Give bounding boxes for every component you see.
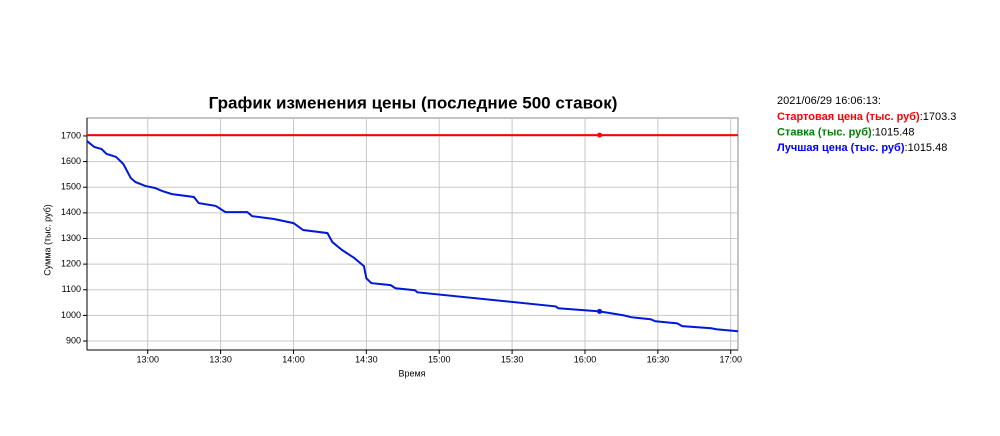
x-tick-label: 13:00: [136, 354, 159, 364]
plot-area: [86, 117, 739, 351]
info-value: 1703.3: [923, 111, 957, 123]
y-tick-label: 1500: [61, 182, 81, 192]
info-separator: :: [905, 142, 908, 154]
x-tick-label: 15:30: [501, 354, 524, 364]
y-tick-label: 1700: [61, 130, 81, 140]
line-series: [86, 140, 739, 333]
point-marker: [597, 132, 603, 138]
info-label: Лучшая цена (тыс. руб): [777, 142, 905, 154]
info-timestamp: 2021/06/29 16:06:13:: [777, 95, 881, 107]
y-tick-label: 1300: [61, 233, 81, 243]
y-tick-label: 1400: [61, 207, 81, 217]
x-tick-label: 15:00: [428, 354, 451, 364]
x-tick-label: 16:00: [574, 354, 597, 364]
y-tick-label: 1100: [62, 284, 81, 294]
info-row: Лучшая цена (тыс. руб):1015.48: [777, 142, 947, 154]
info-label: Ставка (тыс. руб): [777, 126, 872, 138]
x-tick-label: 13:30: [209, 354, 232, 364]
x-tick-label: 14:30: [355, 354, 378, 364]
info-value: 1015.48: [875, 126, 915, 138]
info-row: Стартовая цена (тыс. руб):1703.3: [777, 111, 956, 123]
x-axis-label: Время: [398, 368, 425, 378]
y-tick-label: 900: [66, 335, 81, 345]
x-tick-label: 17:00: [719, 354, 742, 364]
x-tick-label: 16:30: [647, 354, 670, 364]
y-tick-label: 1000: [61, 310, 81, 320]
point-marker: [597, 308, 603, 314]
y-axis-label: Сумма (тыс. руб): [42, 204, 52, 276]
info-separator: :: [872, 126, 875, 138]
info-row: Ставка (тыс. руб):1015.48: [777, 126, 915, 138]
y-tick-label: 1200: [61, 258, 81, 268]
x-tick-label: 14:00: [282, 354, 305, 364]
info-label: Стартовая цена (тыс. руб): [777, 111, 920, 123]
info-separator: :: [920, 111, 923, 123]
info-value: 1015.48: [908, 142, 948, 154]
y-tick-label: 1600: [61, 156, 81, 166]
chart-title: График изменения цены (последние 500 ста…: [209, 93, 618, 112]
